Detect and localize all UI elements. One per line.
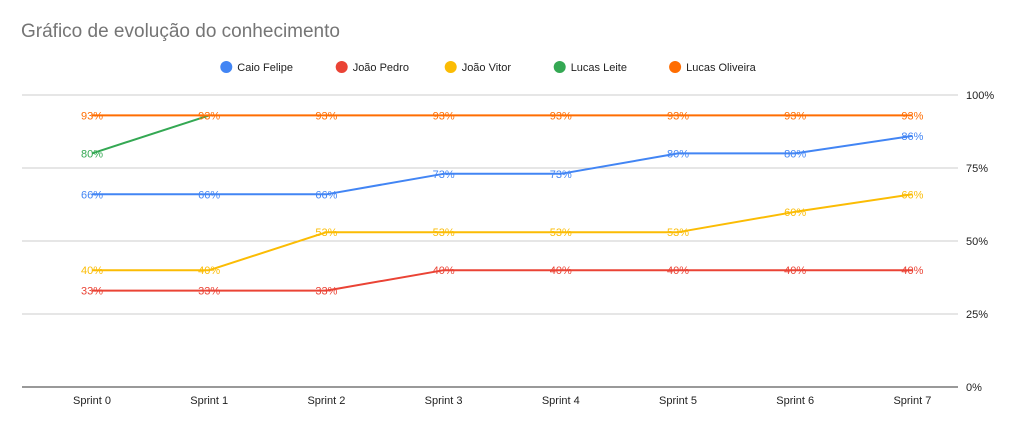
legend-item: João Pedro (335, 61, 409, 74)
data-label: 66% (901, 189, 923, 201)
data-label: 93% (901, 110, 923, 122)
x-tick-label: Sprint 5 (659, 395, 697, 407)
legend: Caio Felipe João Pedro João Vitor Lucas Lei… (220, 61, 757, 74)
data-label: 66% (315, 189, 337, 201)
data-label: 93% (433, 110, 455, 122)
legend-marker (220, 61, 233, 73)
data-label: 93% (667, 110, 689, 122)
data-label: 93% (198, 110, 220, 122)
data-label: 40% (667, 265, 689, 277)
y-tick-label: 0% (966, 382, 982, 394)
legend-label: João Vitor (462, 62, 512, 74)
data-labels: 66% 66% 66% 73% 73% 80% 80% 86% 33% 33% 33% 40% 40% 4… (81, 110, 924, 297)
y-tick-label: 50% (966, 236, 988, 248)
data-label: 93% (81, 110, 103, 122)
series-line (92, 193, 913, 272)
x-tick-label: Sprint 3 (425, 395, 463, 407)
data-label: 40% (81, 265, 103, 277)
data-label: 33% (198, 286, 220, 298)
legend-label: Caio Felipe (237, 62, 293, 74)
data-label: 53% (315, 227, 337, 239)
legend-label: João Pedro (353, 62, 409, 74)
grid-lines (22, 94, 958, 388)
data-label: 80% (81, 148, 103, 160)
legend-item: Lucas Oliveira (669, 61, 757, 74)
series-line (91, 114, 210, 155)
x-tick-label: Sprint 4 (542, 395, 580, 407)
legend-item: Caio Felipe (220, 61, 293, 74)
data-label: 53% (433, 227, 455, 239)
legend-marker (444, 61, 457, 73)
legend-item: Lucas Leite (553, 61, 627, 74)
legend-marker (553, 61, 566, 73)
data-label: 93% (784, 110, 806, 122)
legend-item: João Vitor (444, 61, 512, 74)
data-label: 40% (901, 265, 923, 277)
legend-label: Lucas Oliveira (686, 62, 757, 74)
y-tick-label: 75% (966, 163, 988, 175)
legend-marker (335, 61, 348, 73)
x-tick-label: Sprint 1 (190, 395, 228, 407)
series-line (92, 134, 913, 196)
data-label: 33% (315, 286, 337, 298)
data-label: 60% (784, 207, 806, 219)
x-tick-label: Sprint 0 (73, 395, 111, 407)
x-tick-label: Sprint 2 (307, 395, 345, 407)
data-label: 73% (433, 169, 455, 181)
data-label: 80% (667, 148, 689, 160)
data-label: 53% (667, 227, 689, 239)
x-tick-label: Sprint 6 (776, 395, 814, 407)
data-label: 40% (198, 265, 220, 277)
data-label: 66% (81, 189, 103, 201)
data-label: 33% (81, 286, 103, 298)
y-tick-label: 25% (966, 309, 988, 321)
data-label: 40% (784, 265, 806, 277)
chart-title: Gráfico de evolução do conhecimento (21, 21, 340, 42)
data-label: 53% (550, 227, 572, 239)
series (91, 114, 913, 292)
data-label: 80% (784, 148, 806, 160)
legend-marker (669, 61, 682, 73)
data-label: 93% (550, 110, 572, 122)
y-tick-label: 100% (966, 90, 994, 102)
data-label: 40% (550, 265, 572, 277)
legend-label: Lucas Leite (571, 62, 627, 74)
series-line (92, 269, 913, 292)
axes: 0% 25% 50% 75% 100% Sprint 0 Sprint 1 Sprint 2 S… (73, 90, 994, 407)
data-label: 86% (901, 131, 923, 143)
data-label: 66% (198, 189, 220, 201)
data-label: 73% (550, 169, 572, 181)
x-tick-label: Sprint 7 (893, 395, 931, 407)
data-label: 93% (315, 110, 337, 122)
data-label: 40% (433, 265, 455, 277)
